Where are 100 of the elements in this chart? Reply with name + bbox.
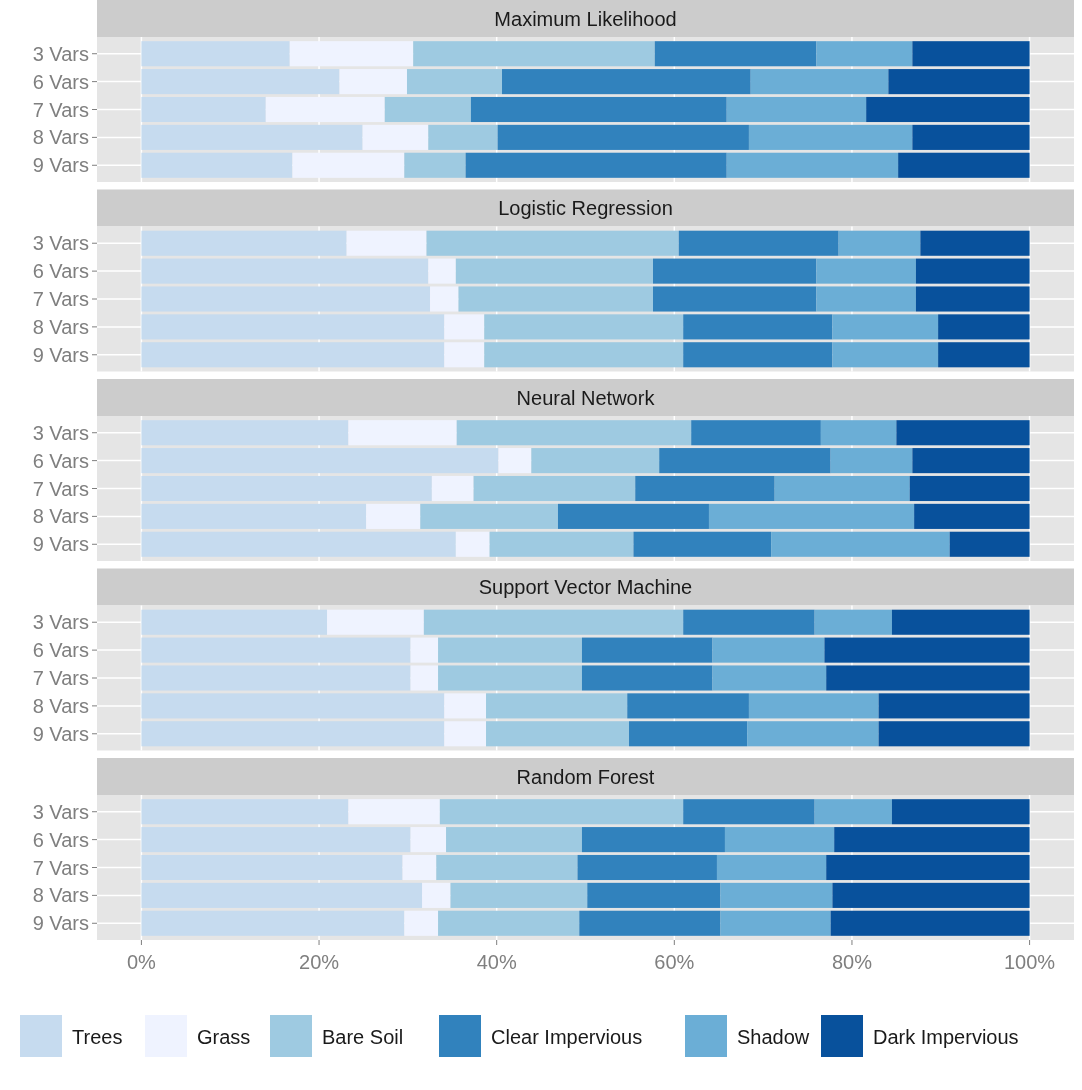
bar bbox=[366, 503, 421, 529]
bar bbox=[141, 314, 445, 340]
legend-label: Clear Impervious bbox=[491, 1026, 643, 1048]
bar bbox=[141, 827, 411, 853]
bar bbox=[750, 69, 889, 95]
bar bbox=[455, 258, 653, 284]
y-tick-label: 6 Vars bbox=[32, 639, 89, 662]
bar bbox=[891, 609, 1030, 635]
chart-title: Logistic Regression bbox=[498, 197, 673, 219]
bar bbox=[141, 286, 431, 312]
bar bbox=[708, 503, 915, 529]
bar bbox=[898, 152, 1030, 178]
legend-label: Trees bbox=[72, 1026, 123, 1048]
bar bbox=[141, 41, 290, 67]
y-tick-label: 9 Vars bbox=[32, 343, 89, 366]
bar bbox=[914, 503, 1030, 529]
bar bbox=[832, 314, 939, 340]
bar bbox=[678, 230, 839, 256]
bar bbox=[814, 609, 892, 635]
bar bbox=[404, 910, 439, 936]
bar bbox=[683, 314, 833, 340]
bar bbox=[579, 910, 721, 936]
y-tick-label: 8 Vars bbox=[32, 505, 89, 528]
bar bbox=[581, 665, 713, 691]
bar bbox=[832, 342, 939, 368]
bar bbox=[486, 721, 630, 747]
bar bbox=[888, 69, 1030, 95]
bar bbox=[920, 230, 1030, 256]
legend-label: Dark Impervious bbox=[873, 1026, 1019, 1048]
bar bbox=[141, 721, 445, 747]
bar bbox=[444, 342, 485, 368]
chart-title: Neural Network bbox=[516, 386, 656, 409]
bar bbox=[816, 258, 916, 284]
bar bbox=[141, 448, 499, 474]
bar bbox=[141, 96, 266, 123]
bar bbox=[712, 637, 825, 663]
bar bbox=[430, 286, 459, 312]
bar bbox=[413, 41, 655, 67]
bar bbox=[428, 124, 498, 150]
bar bbox=[444, 314, 485, 340]
bar bbox=[439, 799, 684, 825]
bar bbox=[938, 314, 1030, 340]
chart-title: Random Forest bbox=[516, 765, 655, 788]
bar bbox=[748, 124, 913, 150]
bar bbox=[826, 665, 1030, 691]
y-tick-label: 9 Vars bbox=[32, 912, 89, 935]
bar bbox=[826, 854, 1030, 881]
bar bbox=[938, 342, 1030, 368]
bar bbox=[428, 258, 456, 284]
bar bbox=[384, 96, 471, 123]
bar bbox=[726, 96, 867, 123]
x-tick-label: 100% bbox=[1004, 951, 1056, 973]
bar bbox=[410, 665, 439, 691]
bar bbox=[473, 475, 636, 502]
bar bbox=[866, 96, 1030, 123]
bar bbox=[557, 503, 709, 529]
bar bbox=[292, 152, 405, 178]
y-tick-label: 9 Vars bbox=[32, 533, 89, 556]
bar bbox=[816, 41, 913, 67]
bar bbox=[456, 420, 692, 446]
bar bbox=[771, 531, 950, 557]
bar bbox=[691, 420, 821, 446]
bar bbox=[912, 124, 1030, 150]
legend-label: Bare Soil bbox=[322, 1026, 404, 1048]
bar bbox=[438, 637, 582, 663]
bar bbox=[348, 420, 457, 446]
y-tick-label: 8 Vars bbox=[32, 315, 89, 338]
y-tick-label: 7 Vars bbox=[32, 856, 89, 879]
bar bbox=[724, 827, 835, 853]
bar bbox=[346, 230, 427, 256]
bar bbox=[716, 854, 827, 881]
legend-label: Grass bbox=[197, 1026, 251, 1048]
bar bbox=[436, 854, 578, 881]
y-tick-label: 6 Vars bbox=[32, 70, 89, 93]
bar bbox=[484, 314, 684, 340]
bar bbox=[410, 827, 447, 853]
bar bbox=[431, 475, 474, 502]
x-tick-label: 0% bbox=[126, 951, 157, 973]
bar bbox=[141, 124, 363, 150]
bar bbox=[446, 827, 582, 853]
bar bbox=[438, 910, 580, 936]
bar bbox=[502, 69, 751, 95]
bar bbox=[455, 531, 490, 557]
bar bbox=[141, 799, 349, 825]
y-tick-label: 8 Vars bbox=[32, 694, 89, 717]
bar bbox=[726, 152, 899, 178]
bar bbox=[497, 124, 749, 150]
y-tick-label: 8 Vars bbox=[32, 884, 89, 907]
y-tick-label: 3 Vars bbox=[32, 421, 89, 444]
bar bbox=[423, 609, 684, 635]
bar bbox=[450, 882, 588, 908]
bar bbox=[484, 342, 684, 368]
bar bbox=[834, 827, 1030, 853]
y-tick-label: 7 Vars bbox=[32, 667, 89, 689]
bar bbox=[832, 882, 1030, 908]
bar bbox=[141, 854, 403, 881]
bar bbox=[683, 609, 815, 635]
bar bbox=[896, 420, 1030, 446]
bar bbox=[265, 96, 385, 123]
bar bbox=[489, 531, 634, 557]
